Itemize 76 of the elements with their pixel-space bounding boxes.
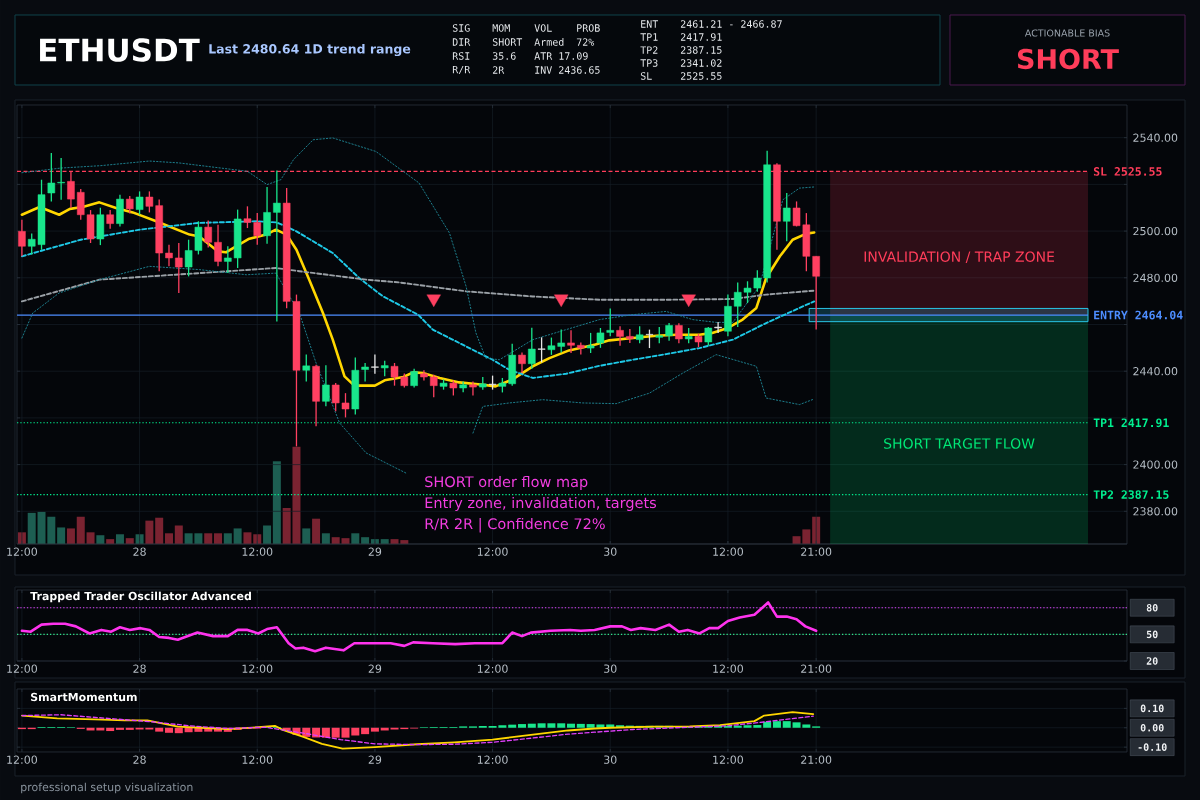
text: Armed xyxy=(534,38,564,46)
band-label: SHORT TARGET FLOW xyxy=(884,438,1035,449)
annotation: SHORT order flow map xyxy=(425,475,588,490)
y-tick-label: -0.10 xyxy=(1138,743,1167,751)
text: SHORT xyxy=(492,38,523,46)
x-tick-label: 29 xyxy=(368,755,382,764)
x-tick-label: 12:00 xyxy=(7,664,38,673)
x-tick-label: 12:00 xyxy=(477,664,508,673)
x-tick-label: 12:00 xyxy=(242,547,273,556)
ref-line-label: TP2 2387.15 xyxy=(1093,490,1169,499)
x-tick-label: 30 xyxy=(604,547,617,556)
text: RSI xyxy=(452,52,470,60)
y-tick-label: 2540.00 xyxy=(1133,133,1178,142)
chart-title: Trapped Trader Oscillator Advanced xyxy=(30,591,251,603)
x-tick-label: 12:00 xyxy=(713,755,744,764)
x-tick-label: 12:00 xyxy=(242,755,273,764)
annotation: R/R 2R | Confidence 72% xyxy=(425,517,605,533)
text: 72% xyxy=(576,38,595,46)
y-tick-label: 20 xyxy=(1146,657,1158,665)
x-tick-label: 12:00 xyxy=(242,664,273,673)
y-tick-label: 50 xyxy=(1146,630,1158,639)
text: DIR xyxy=(452,38,471,46)
y-tick-label: 2500.00 xyxy=(1133,226,1178,236)
x-tick-label: 29 xyxy=(368,547,382,556)
chart-subtitle: Last 2480.64 1D trend range xyxy=(209,43,411,57)
x-tick-label: 12:00 xyxy=(713,547,744,556)
y-tick-label: 2380.00 xyxy=(1133,507,1178,516)
text: ACTIONABLE BIAS xyxy=(1024,29,1110,37)
text: TP1 xyxy=(640,33,658,41)
text: 2387.15 xyxy=(680,46,722,54)
text: 2417.91 xyxy=(680,33,722,41)
x-tick-label: 28 xyxy=(133,547,146,556)
ref-line-label: SL 2525.55 xyxy=(1093,167,1162,176)
y-tick-label: 2440.00 xyxy=(1133,367,1178,376)
text: SHORT xyxy=(1017,48,1119,70)
text: 2R xyxy=(492,66,505,74)
text: TP3 xyxy=(640,59,658,67)
ref-line-label: ENTRY 2464.04 xyxy=(1094,310,1183,320)
y-tick-label: 2400.00 xyxy=(1133,460,1178,469)
y-tick-label: 0.00 xyxy=(1140,723,1164,732)
x-tick-label: 30 xyxy=(604,755,617,764)
x-tick-label: 12:00 xyxy=(477,755,508,764)
chart-title: ETHUSDT xyxy=(40,38,200,62)
x-tick-label: 30 xyxy=(604,664,617,673)
x-tick-label: 12:00 xyxy=(477,547,508,556)
x-tick-label: 12:00 xyxy=(7,755,38,764)
text: professional setup visualization xyxy=(21,782,193,794)
y-tick-label: 2480.00 xyxy=(1133,273,1178,282)
ref-line-label: TP1 2417.91 xyxy=(1093,418,1169,428)
x-tick-label: 28 xyxy=(133,755,146,764)
x-tick-label: 21:00 xyxy=(801,547,832,556)
text: SIG xyxy=(452,24,470,32)
y-tick-label: 80 xyxy=(1146,603,1158,612)
y-tick-label: 0.10 xyxy=(1140,704,1164,713)
text: 2525.55 xyxy=(680,72,722,80)
text: 35.6 xyxy=(492,52,516,60)
text: MOM xyxy=(492,24,510,32)
x-tick-label: 21:00 xyxy=(801,664,832,673)
x-tick-label: 12:00 xyxy=(713,664,744,673)
text: INV 2436.65 xyxy=(535,66,600,74)
x-tick-label: 21:00 xyxy=(801,755,832,764)
text: 2341.02 xyxy=(680,59,722,67)
text: ATR 17.09 xyxy=(534,52,588,60)
text: R/R xyxy=(452,65,471,75)
text: ENT xyxy=(641,20,659,28)
text: TP2 xyxy=(640,46,658,54)
text: SL xyxy=(640,72,652,80)
x-tick-label: 29 xyxy=(368,664,382,673)
text: PROB xyxy=(577,24,600,32)
text: VOL xyxy=(534,24,552,32)
text: 2461.21 - 2466.87 xyxy=(680,20,782,28)
chart-title: SmartMomentum xyxy=(30,692,137,702)
annotation: Entry zone, invalidation, targets xyxy=(425,496,657,511)
x-tick-label: 12:00 xyxy=(7,547,38,556)
band-label: INVALIDATION / TRAP ZONE xyxy=(864,251,1055,264)
x-tick-label: 28 xyxy=(133,664,146,673)
